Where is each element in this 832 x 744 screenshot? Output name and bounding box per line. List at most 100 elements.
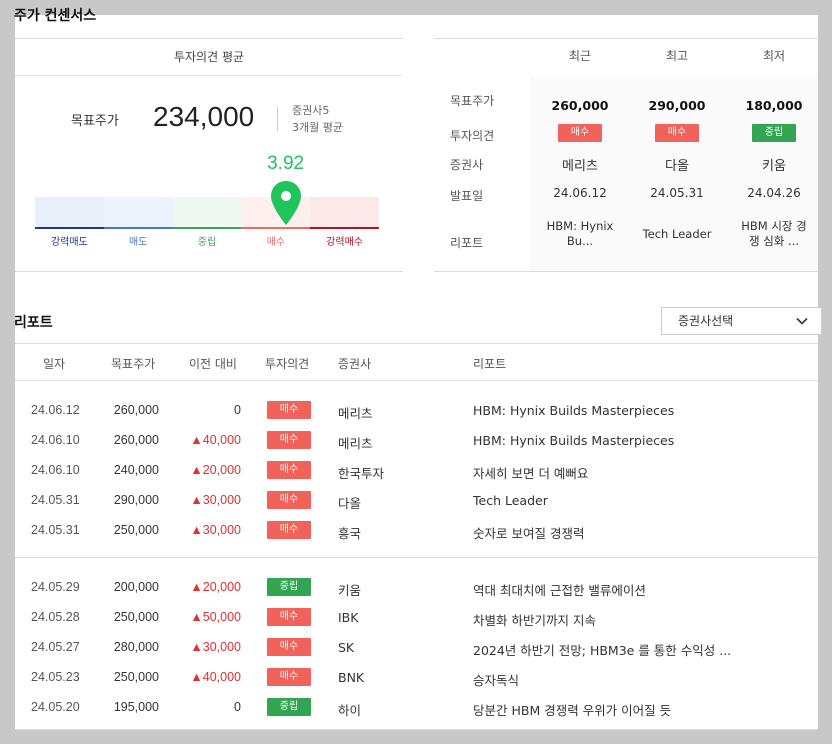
scale-neutral: 중립 [172,197,242,248]
table-row[interactable]: 24.06.12 260,000 0 매수 메리츠 HBM: Hynix Builds M… [15,395,818,425]
reports-table-header: 일자 목표주가 이전 대비 투자의견 증권사 리포트 [15,343,818,381]
col-date: 일자 [43,357,66,371]
summary-shade [530,76,818,271]
row-broker: IBK [338,610,359,625]
row-report-link[interactable]: 역대 최대치에 근접한 밸류에이션 [473,583,646,598]
scale-strong-sell: 강력매도 [35,197,104,248]
summary-recent-date: 24.06.12 [553,186,607,200]
target-price-value: 234,000 [153,101,255,132]
opinion-score: 3.92 [267,153,305,174]
row-change: ▲20,000 [190,463,241,477]
broker-select[interactable]: 증권사선택 [661,307,822,335]
row-opinion-badge: 매수 [267,491,311,509]
summary-low-opinion-badge: 중립 [752,124,796,142]
row-opinion-badge: 중립 [267,698,311,716]
summary-low-date: 24.04.26 [747,186,801,200]
summary-header-recent: 최근 [568,49,592,63]
col-broker: 증권사 [338,357,372,371]
row-target-price: 290,000 [113,493,159,507]
row-change: ▲40,000 [190,670,241,684]
row-report-link[interactable]: HBM: Hynix Builds Masterpieces [473,433,675,448]
scale-sell: 매도 [103,197,173,248]
table-row[interactable]: 24.05.27 280,000 ▲30,000 매수 SK 2024년 하반기 전망; … [15,632,818,662]
table-row[interactable]: 24.05.28 250,000 ▲50,000 매수 IBK 차별화 하반기까지 지속 [15,602,818,632]
divider [15,557,818,558]
target-price-label: 목표주가 [71,114,119,129]
summary-recent-report[interactable]: HBM: Hynix Bu... [546,219,614,248]
col-change: 이전 대비 [189,357,237,371]
table-row[interactable]: 24.05.31 290,000 ▲30,000 매수 다올 Tech Leader [15,485,818,515]
row-date: 24.05.27 [31,640,80,654]
row-broker: 하이 [338,703,362,718]
summary-label-opinion: 투자의견 [450,129,495,143]
row-opinion-badge: 중립 [267,578,311,596]
row-target-price: 260,000 [113,433,159,447]
row-date: 24.05.31 [31,523,80,537]
summary-high-price: 290,000 [648,98,706,113]
chevron-down-icon [796,317,808,325]
row-report-link[interactable]: 2024년 하반기 전망; HBM3e 를 통한 수익성 ... [473,643,732,658]
summary-recent-price: 260,000 [551,98,609,113]
divider [15,729,818,730]
row-report-link[interactable]: 당분간 HBM 경쟁력 우위가 이어질 듯 [473,703,672,718]
score-marker-icon [271,181,302,225]
row-report-link[interactable]: Tech Leader [473,493,548,508]
table-row[interactable]: 24.06.10 260,000 ▲40,000 매수 메리츠 HBM: Hynix Bu… [15,425,818,455]
summary-label-broker: 증권사 [450,158,484,172]
row-change: ▲40,000 [190,433,241,447]
row-opinion-badge: 매수 [267,608,311,626]
row-broker: 흥국 [338,526,362,541]
reports-title: 리포트 [14,315,53,331]
target-price-meta: 증권사5 3개월 평균 [292,102,343,136]
row-report-link[interactable]: 차별화 하반기까지 지속 [473,613,596,628]
row-opinion-badge: 매수 [267,431,311,449]
row-target-price: 280,000 [113,640,159,654]
table-row[interactable]: 24.05.31 250,000 ▲30,000 매수 흥국 숫자로 보여질 경쟁력 [15,515,818,545]
row-date: 24.06.10 [31,433,80,447]
row-opinion-badge: 매수 [267,668,311,686]
summary-header-high: 최고 [665,49,689,63]
row-target-price: 200,000 [113,580,159,594]
table-row[interactable]: 24.06.10 240,000 ▲20,000 매수 한국투자 자세히 보면 더 예뻐요 [15,455,818,485]
opinion-scale: 강력매도 매도 중립 매수 강력매수 [35,197,379,248]
row-report-link[interactable]: HBM: Hynix Builds Masterpieces [473,403,675,418]
summary-box: 최근 최고 최저 목표주가 투자의견 증권사 발표일 리포트 260,000 매… [434,38,818,272]
row-date: 24.05.23 [31,670,80,684]
row-target-price: 250,000 [113,523,159,537]
row-change: ▲30,000 [190,640,241,654]
summary-label-target: 목표주가 [450,94,495,108]
summary-high-date: 24.05.31 [650,186,704,200]
row-date: 24.06.10 [31,463,80,477]
row-opinion-badge: 매수 [267,401,311,419]
row-broker: SK [338,640,355,655]
row-target-price: 250,000 [113,610,159,624]
average-period: 3개월 평균 [292,121,343,134]
row-date: 24.05.31 [31,493,80,507]
broker-select-label: 증권사선택 [678,314,734,328]
row-broker: 키움 [338,583,362,598]
table-row[interactable]: 24.05.20 195,000 0 중립 하이 당분간 HBM 경쟁력 우위가 이어질 … [15,692,818,722]
col-opinion: 투자의견 [265,357,310,371]
scale-strong-buy: 강력매수 [310,197,379,248]
row-date: 24.05.20 [31,700,80,714]
row-date: 24.06.12 [31,403,80,417]
summary-recent-opinion-badge: 매수 [558,124,602,142]
row-target-price: 250,000 [113,670,159,684]
row-report-link[interactable]: 자세히 보면 더 예뻐요 [473,466,589,481]
summary-low-broker: 키움 [762,159,786,174]
row-opinion-badge: 매수 [267,638,311,656]
col-report: 리포트 [473,357,507,371]
divider [277,107,278,131]
row-target-price: 260,000 [113,403,159,417]
summary-high-report[interactable]: Tech Leader [642,227,712,241]
summary-label-report: 리포트 [450,236,484,250]
row-opinion-badge: 매수 [267,461,311,479]
row-date: 24.05.29 [31,580,80,594]
table-row[interactable]: 24.05.29 200,000 ▲20,000 중립 키움 역대 최대치에 근접한 밸류… [15,572,818,602]
table-row[interactable]: 24.05.23 250,000 ▲40,000 매수 BNK 승자독식 [15,662,818,692]
row-report-link[interactable]: 숫자로 보여질 경쟁력 [473,526,585,541]
opinion-average-header: 투자의견 평균 [15,39,403,76]
summary-label-date: 발표일 [450,189,484,203]
row-report-link[interactable]: 승자독식 [473,673,520,688]
